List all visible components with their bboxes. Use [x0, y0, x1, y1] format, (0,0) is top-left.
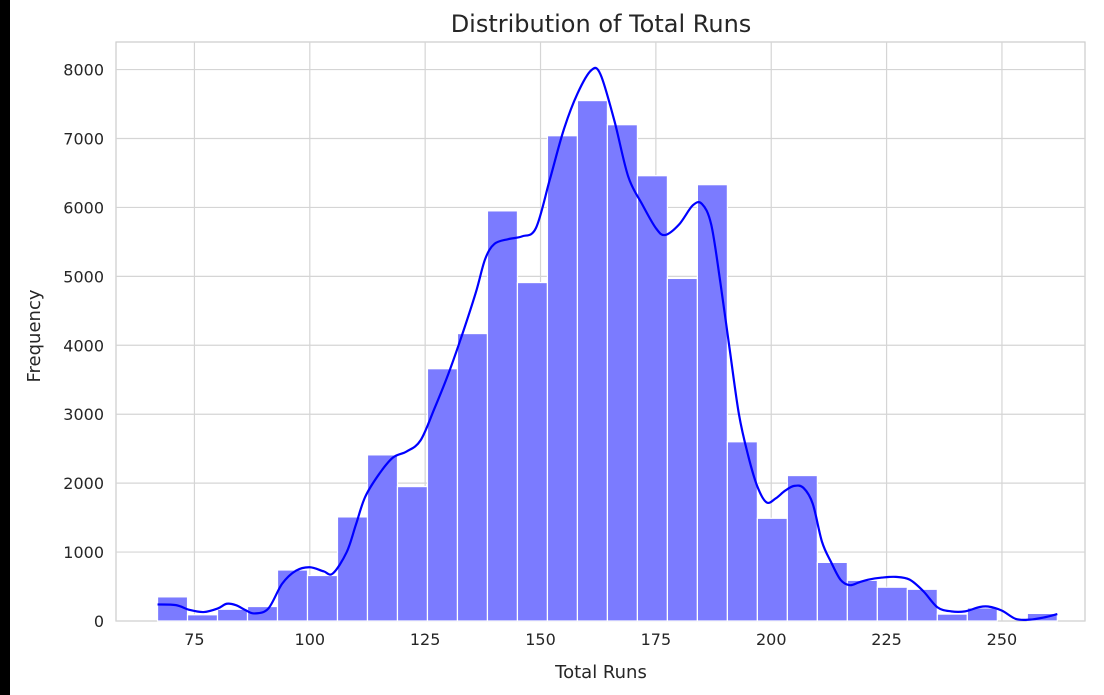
- y-tick-label: 2000: [63, 474, 104, 493]
- histogram-bar: [576, 99, 609, 622]
- histogram-bar: [966, 607, 998, 622]
- histogram-bar: [786, 474, 818, 622]
- histogram-bar: [756, 517, 788, 622]
- histogram-bar: [306, 574, 339, 622]
- histogram-bar: [846, 579, 878, 622]
- histogram-bar: [546, 135, 579, 622]
- axis-ticks: 75 100 125 150 175 200 225 250 0 1000 2000 3000 4000…: [63, 61, 1017, 649]
- x-tick-label: 225: [871, 630, 902, 649]
- chart-title: Distribution of Total Runs: [451, 10, 752, 38]
- x-tick-label: 75: [184, 630, 204, 649]
- x-tick-label: 250: [987, 630, 1018, 649]
- histogram-bar: [186, 614, 219, 622]
- x-axis-title: Total Runs: [554, 662, 647, 683]
- histogram-bar: [156, 596, 189, 622]
- x-tick-label: 175: [641, 630, 672, 649]
- histogram-bar: [216, 608, 249, 622]
- y-axis-title: Frequency: [24, 289, 45, 382]
- histogram-bar: [396, 485, 429, 622]
- histogram-bar: [486, 210, 519, 622]
- histogram-bar: [366, 454, 399, 622]
- x-tick-label: 200: [756, 630, 787, 649]
- histogram-bar: [906, 588, 938, 622]
- y-tick-label: 7000: [63, 130, 104, 149]
- histogram-bar: [636, 175, 669, 622]
- histogram-bar: [426, 368, 459, 622]
- histogram-bar: [276, 569, 309, 622]
- histogram-bar: [666, 277, 699, 622]
- kde-curve: [157, 66, 1058, 622]
- histogram-bar: [606, 124, 639, 622]
- histogram-bar: [876, 586, 908, 622]
- y-tick-label: 0: [94, 612, 104, 631]
- histogram-chart: Distribution of Total Runs 75 100 125 150 17…: [24, 10, 1086, 683]
- histogram-bar: [816, 561, 848, 622]
- histogram-bar: [936, 613, 968, 622]
- histogram-bar: [726, 441, 758, 622]
- histogram-bars: [156, 99, 1058, 622]
- y-tick-label: 3000: [63, 405, 104, 424]
- y-tick-label: 8000: [63, 61, 104, 80]
- y-tick-label: 5000: [63, 267, 104, 286]
- y-tick-label: 1000: [63, 543, 104, 562]
- histogram-bar: [456, 332, 489, 622]
- x-tick-label: 100: [295, 630, 326, 649]
- x-tick-label: 150: [525, 630, 556, 649]
- histogram-bar: [696, 184, 728, 622]
- y-tick-label: 4000: [63, 336, 104, 355]
- histogram-bar: [516, 281, 549, 622]
- y-tick-label: 6000: [63, 198, 104, 217]
- kde-line: [157, 66, 1058, 622]
- x-tick-label: 125: [410, 630, 441, 649]
- chart-canvas: Distribution of Total Runs 75 100 125 150 17…: [10, 0, 1104, 695]
